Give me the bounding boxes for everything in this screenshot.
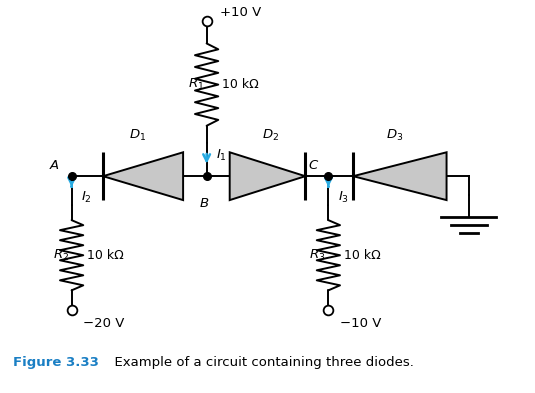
Text: $D_2$: $D_2$	[262, 128, 279, 143]
Text: 10 kΩ: 10 kΩ	[223, 78, 259, 91]
Text: C: C	[309, 159, 318, 173]
Text: $R_2$: $R_2$	[53, 248, 69, 263]
Text: $I_1$: $I_1$	[216, 147, 227, 163]
Text: $D_3$: $D_3$	[386, 128, 403, 143]
Text: −10 V: −10 V	[340, 317, 381, 330]
Polygon shape	[230, 152, 305, 200]
Polygon shape	[353, 152, 447, 200]
Text: B: B	[200, 197, 209, 210]
Text: Example of a circuit containing three diodes.: Example of a circuit containing three di…	[106, 356, 414, 369]
Text: $I_3$: $I_3$	[338, 190, 349, 205]
Text: +10 V: +10 V	[220, 6, 261, 19]
Text: $R_3$: $R_3$	[309, 248, 326, 263]
Text: −20 V: −20 V	[83, 317, 125, 330]
Text: A: A	[49, 159, 58, 173]
Polygon shape	[103, 152, 183, 200]
Text: 10 kΩ: 10 kΩ	[88, 249, 124, 262]
Text: 10 kΩ: 10 kΩ	[344, 249, 381, 262]
Text: $I_2$: $I_2$	[81, 190, 92, 205]
Text: $D_1$: $D_1$	[129, 128, 147, 143]
Text: Figure 3.33: Figure 3.33	[13, 356, 99, 369]
Text: $R_1$: $R_1$	[188, 77, 204, 92]
